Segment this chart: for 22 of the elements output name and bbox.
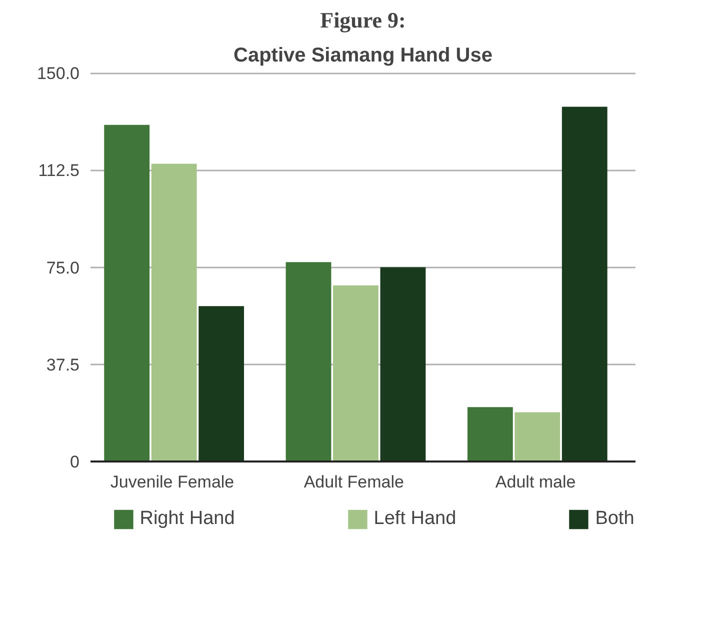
legend-label: Right Hand: [140, 508, 235, 530]
y-tick-label: 112.5: [38, 161, 80, 180]
chart-subtitle: Captive Siamang Hand Use: [234, 44, 492, 66]
bar: [562, 106, 608, 462]
legend-label: Both: [595, 508, 634, 530]
bar: [380, 267, 426, 462]
bar: [198, 306, 244, 462]
x-tick-label: Adult male: [495, 472, 576, 492]
bar: [151, 164, 197, 462]
bar: [514, 412, 560, 462]
y-tick-label: 75.0: [46, 258, 80, 278]
bar: [286, 262, 332, 462]
y-tick-label: 150.0: [36, 64, 80, 84]
x-tick-label: Adult Female: [304, 472, 404, 492]
legend-label: Left Hand: [374, 508, 456, 530]
bar: [467, 407, 513, 462]
y-tick-label: 0: [70, 452, 80, 472]
chart-title: Figure 9:: [320, 8, 406, 32]
bar: [333, 285, 378, 462]
x-tick-label: Juvenile Female: [110, 472, 234, 492]
y-tick-label: 37.5: [46, 355, 80, 374]
bar: [104, 124, 150, 462]
